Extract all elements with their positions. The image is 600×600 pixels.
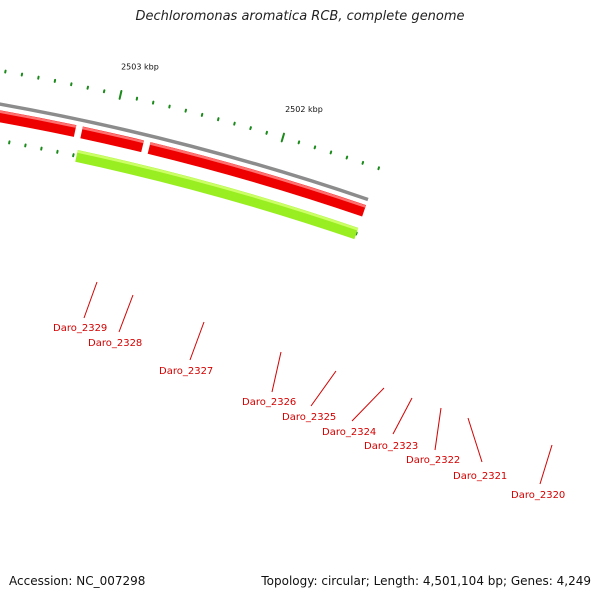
outer-tick-major [118, 90, 123, 100]
gene-label: Daro_2325 [282, 412, 336, 423]
gene-label-leader [189, 321, 205, 361]
kbp-label: 2503 kbp [121, 62, 159, 71]
outer-tick-minor [184, 108, 187, 113]
kbp-label: 2502 kbp [285, 105, 323, 114]
gene-track [0, 110, 367, 240]
outer-tick-minor [329, 150, 333, 155]
kbp-scale-labels: 2511 kbp2510 kbp2509 kbp2508 kbp2507 kbp… [121, 62, 323, 114]
gene-label-leader [83, 281, 98, 319]
gene-label-leader [467, 417, 483, 463]
gene-label-leader [392, 397, 413, 435]
outer-tick-minor [86, 85, 89, 90]
gene-label: Daro_2324 [322, 427, 376, 438]
genome-summary-text: Topology: circular; Length: 4,501,104 bp… [261, 574, 591, 588]
gene-block-reverse [75, 150, 359, 240]
backbone-line [0, 102, 369, 202]
gene-block [147, 142, 367, 217]
gene-label-leader [271, 351, 282, 393]
outer-tick-minor [297, 140, 301, 145]
gene-label: Daro_2328 [88, 338, 142, 349]
outer-tick-minor [249, 126, 252, 131]
gene-label-leader [310, 370, 337, 407]
gene-label-leader [118, 294, 134, 333]
outer-tick-minor [102, 89, 106, 94]
gene-label: Daro_2329 [53, 323, 107, 334]
outer-tick-minor [217, 117, 220, 122]
gene-label-leader [434, 407, 442, 451]
inner-tick-minor [355, 231, 358, 236]
gene-label-leader [539, 444, 553, 485]
outer-tick-major [280, 132, 285, 143]
gene-labels: Daro_2329 Daro_2328 Daro_2327 Daro_2326 Daro… [53, 281, 565, 501]
outer-tick-minor [200, 112, 204, 117]
gene-label: Daro_2320 [511, 490, 565, 501]
gene-block-highlight [82, 126, 144, 144]
gene-label: Daro_2322 [406, 455, 460, 466]
gene-block [80, 126, 145, 153]
outer-tick-minor [361, 160, 365, 165]
outer-tick-minor [265, 130, 268, 135]
gene-label: Daro_2321 [453, 471, 507, 482]
gene-label: Daro_2327 [159, 366, 213, 377]
accession-text: Accession: NC_007298 [9, 574, 146, 588]
outer-tick-minor [233, 121, 236, 126]
outer-tick-minor [313, 145, 317, 150]
inner-tick-minor [72, 153, 75, 158]
outer-tick-minor [345, 155, 349, 160]
gene-block-highlight [149, 142, 367, 208]
outer-scale-ticks [4, 69, 380, 171]
gene-label-leader [351, 387, 385, 422]
gene-block [0, 110, 77, 137]
gene-block-highlight [0, 110, 77, 128]
gene-block-reverse-highlight [77, 150, 359, 231]
genome-backbone [0, 102, 369, 202]
gene-label: Daro_2326 [242, 397, 296, 408]
map-title: Dechloromonas aromatica RCB, complete ge… [135, 9, 465, 24]
outer-tick-minor [377, 166, 380, 171]
gene-label: Daro_2323 [364, 441, 418, 452]
